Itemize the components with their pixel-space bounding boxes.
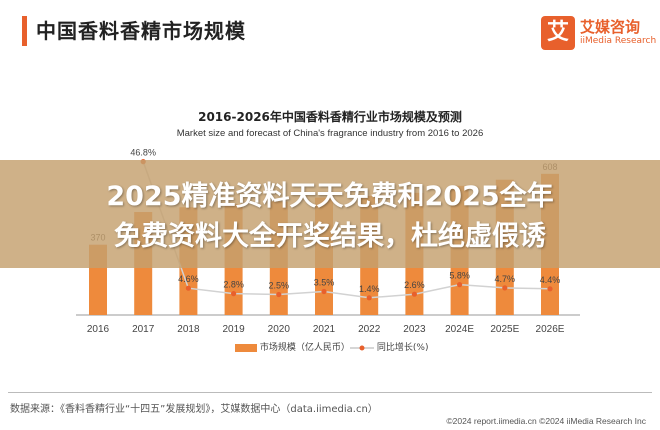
growth-point-2026E <box>547 286 553 292</box>
growth-point-2024E <box>457 282 463 288</box>
legend-swatch-bar <box>235 343 257 352</box>
growth-label-2017: 46.8% <box>130 148 156 158</box>
x-tick-label-2016: 2016 <box>87 324 110 335</box>
growth-label-2025E: 4.7% <box>495 274 516 284</box>
x-tick-label-2017: 2017 <box>132 324 155 335</box>
x-tick-label-2021: 2021 <box>313 324 336 335</box>
growth-point-2018 <box>185 285 191 291</box>
growth-label-2020: 2.5% <box>269 281 290 291</box>
growth-label-2019: 2.8% <box>223 280 244 290</box>
x-tick-label-2023: 2023 <box>403 324 426 335</box>
title-accent-bar <box>22 16 27 46</box>
x-tick-label-2020: 2020 <box>268 324 291 335</box>
legend-label-market-size: 市场规模（亿人民币） <box>259 343 350 353</box>
overlay-banner: 2025精准资料天天免费和2025全年 免费资料大全开奖结果，杜绝虚假诱 <box>0 160 660 268</box>
growth-label-2018: 4.6% <box>178 274 199 284</box>
legend-swatch-line <box>350 345 374 350</box>
footer-divider <box>8 392 652 393</box>
brand-subtitle: iiMedia Research <box>580 36 657 46</box>
x-tick-label-2019: 2019 <box>222 324 245 335</box>
x-tick-label-2022: 2022 <box>358 324 381 335</box>
legend-item-growth: 同比增长(%) <box>350 340 428 353</box>
x-tick-label-2025E: 2025E <box>490 324 519 335</box>
page-title: 中国香料香精市场规模 <box>36 19 246 43</box>
header-bar: 中国香料香精市场规模 艾 艾媒咨询 iiMedia Research <box>0 0 660 62</box>
legend-label-growth: 同比增长(%) <box>376 343 429 353</box>
growth-point-2022 <box>366 295 372 301</box>
growth-label-2024E: 5.8% <box>449 271 470 281</box>
growth-point-2023 <box>411 291 417 297</box>
data-source-note: 数据来源：《香料香精行业“十四五”发展规划》，艾媒数据中心（data.iimed… <box>10 404 378 415</box>
chart-legend: 市场规模（亿人民币） 同比增长(%) <box>0 340 660 354</box>
growth-point-2025E <box>502 285 508 291</box>
banner-line-1: 2025精准资料天天免费和2025全年 <box>106 181 554 212</box>
brand-logo-icon: 艾 <box>541 16 575 50</box>
growth-label-2026E: 4.4% <box>540 275 561 285</box>
growth-label-2021: 3.5% <box>314 278 335 288</box>
brand-name: 艾媒咨询 <box>580 18 641 36</box>
copyright-note: ©2024 report.iimedia.cn ©2024 iiMedia Re… <box>446 416 646 426</box>
chart-title: 2016-2026年中国香料香精行业市场规模及预测 <box>198 110 462 124</box>
growth-point-2020 <box>276 291 282 298</box>
banner-line-2: 免费资料大全开奖结果，杜绝虚假诱 <box>114 221 546 252</box>
chart-subtitle: Market size and forecast of China's frag… <box>176 128 484 139</box>
x-tick-label-2026E: 2026E <box>536 324 565 335</box>
x-tick-label-2018: 2018 <box>177 324 200 335</box>
growth-label-2022: 1.4% <box>359 284 380 294</box>
growth-point-2021 <box>321 288 327 295</box>
x-tick-label-2024E: 2024E <box>445 324 474 335</box>
growth-line <box>142 161 551 299</box>
growth-label-2023: 2.6% <box>404 280 425 290</box>
legend-item-market-size: 市场规模（亿人民币） <box>235 340 350 353</box>
growth-point-2019 <box>231 291 237 297</box>
